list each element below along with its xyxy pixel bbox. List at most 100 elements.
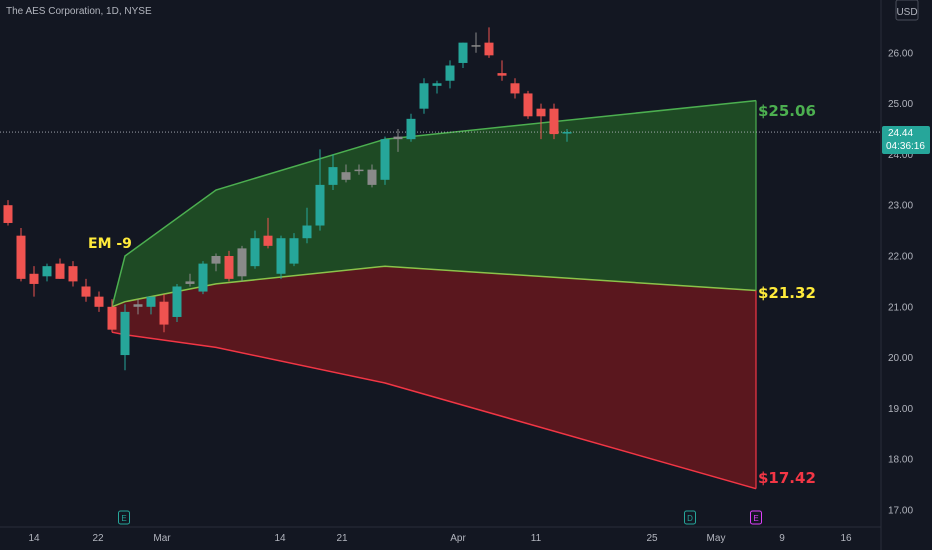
candle (562, 129, 572, 142)
current-price-tag: 24.44 04:36:16 (882, 126, 930, 155)
candle (328, 154, 338, 190)
candle (250, 230, 260, 269)
candle (510, 78, 520, 99)
candle-body (224, 256, 234, 279)
time-tick-label: 16 (840, 533, 852, 544)
price-axis[interactable]: 17.00 18.00 19.00 20.00 21.00 22.00 23.00 24.00… (880, 0, 919, 550)
candle (523, 90, 533, 119)
expected-move-bands (111, 99, 757, 490)
candle (276, 235, 286, 279)
candle-body (497, 73, 507, 76)
candle (315, 149, 325, 231)
candle-body (289, 238, 299, 264)
candle (445, 60, 455, 89)
event-marker-label: E (753, 514, 758, 523)
candle (68, 261, 78, 287)
candle (419, 78, 429, 114)
candle (432, 80, 442, 94)
candle-body (185, 281, 195, 284)
candle (42, 263, 52, 282)
candlestick-series (3, 27, 572, 371)
event-marker-box (118, 510, 130, 525)
candle (120, 304, 130, 371)
candle-body (133, 304, 143, 307)
candle-body (42, 266, 52, 277)
candle-body (445, 65, 455, 81)
candle-body (549, 108, 559, 135)
time-axis[interactable]: 14 22 Mar 14 21 Apr 11 25 May 9 16 E D E (0, 510, 881, 544)
candle-body (354, 169, 364, 172)
time-tick-label: Mar (153, 533, 171, 544)
candle (341, 164, 351, 183)
candle-body (237, 248, 247, 277)
event-marker-label: E (121, 514, 126, 523)
candle (107, 299, 117, 333)
candle (94, 291, 104, 312)
candle-body (419, 83, 429, 109)
upper-band-label: $25.06 (758, 102, 816, 120)
event-marker-box (684, 510, 696, 525)
event-marker[interactable]: E (750, 510, 762, 525)
candle (55, 258, 65, 279)
price-tag-background (882, 126, 930, 155)
candle-body (263, 235, 273, 246)
candle (211, 253, 221, 272)
event-marker[interactable]: D (684, 510, 696, 525)
candle-body (94, 296, 104, 307)
candle (289, 233, 299, 267)
candle-body (120, 311, 130, 356)
time-tick-label: 11 (531, 533, 542, 544)
candle-body (406, 118, 416, 140)
candle (302, 207, 312, 244)
candle-body (146, 296, 156, 307)
candle-body (328, 167, 338, 185)
candle (549, 103, 559, 140)
price-tick-label: 26.00 (888, 48, 913, 59)
candle-body (159, 301, 169, 325)
candle-body (107, 306, 117, 330)
price-tick-label: 23.00 (888, 201, 913, 212)
candle-body (29, 273, 39, 284)
mid-band-label: $21.32 (758, 284, 816, 302)
candle-body (471, 45, 481, 47)
time-tick-label: 25 (646, 533, 658, 544)
candle (380, 136, 390, 185)
price-tick-label: 21.00 (888, 302, 913, 313)
lower-band-label: $17.42 (758, 469, 816, 487)
candle-body (302, 225, 312, 239)
candle-body (68, 266, 78, 282)
candle-body (55, 263, 65, 279)
currency-label: USD (896, 7, 917, 18)
price-tick-label: 22.00 (888, 252, 913, 263)
candle-body (380, 139, 390, 180)
time-tick-label: May (707, 533, 726, 544)
mid-band-line (111, 265, 757, 308)
candle-body (562, 132, 572, 134)
candle (471, 32, 481, 53)
candle (16, 228, 26, 282)
candle-body (315, 184, 325, 226)
price-tick-label: 20.00 (888, 353, 913, 364)
event-marker-box (750, 510, 762, 525)
candle (536, 103, 546, 140)
candle (497, 60, 507, 81)
currency-box[interactable] (895, 0, 919, 21)
candle-body (172, 286, 182, 317)
candle (484, 27, 494, 58)
candle-body (211, 256, 221, 264)
candle-body (458, 42, 468, 63)
candle (237, 245, 247, 282)
event-marker[interactable]: E (118, 510, 130, 525)
price-tag-price: 24.44 (888, 128, 913, 139)
time-tick-label: 14 (274, 533, 286, 544)
candle-body (510, 83, 520, 94)
candle (81, 278, 91, 302)
candle (224, 250, 234, 282)
candle (406, 113, 416, 142)
time-tick-label: Apr (450, 533, 466, 544)
candle (263, 217, 273, 249)
candle (354, 164, 364, 175)
candle (159, 294, 169, 333)
upper-band-line (111, 99, 757, 307)
